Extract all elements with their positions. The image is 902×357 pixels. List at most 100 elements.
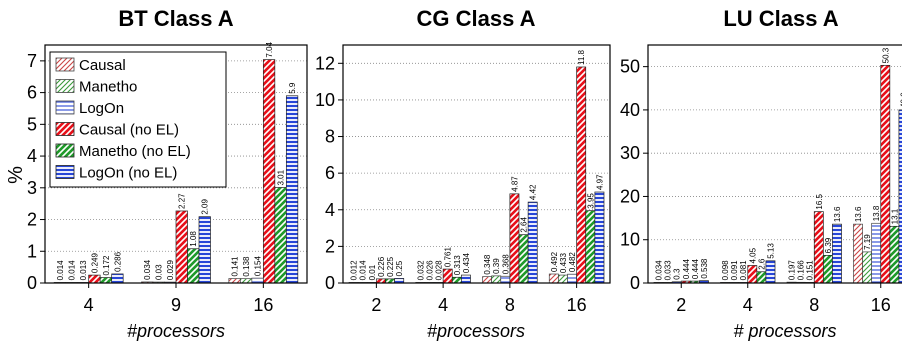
- x-tick-label: 4: [84, 295, 94, 315]
- data-label: 50.3: [881, 47, 890, 63]
- data-label: 2.64: [520, 217, 529, 233]
- y-tick-label: 2: [325, 236, 335, 256]
- y-tick-label: 50: [620, 57, 640, 77]
- data-label: 0.433: [559, 253, 568, 274]
- bar-logon-16: [251, 277, 264, 284]
- legend-label: LogOn: [79, 100, 124, 117]
- bar-logon-no-el--9: [198, 216, 211, 284]
- data-label: 1.08: [189, 231, 198, 247]
- x-axis-label: #processors: [427, 321, 525, 341]
- y-tick-label: 4: [27, 146, 37, 166]
- bar-manetho-no-el--4: [756, 271, 767, 284]
- bar-causal-no-el--16: [880, 64, 891, 284]
- bar-logon-no-el--4: [461, 274, 471, 284]
- x-tick-label: 8: [505, 295, 515, 315]
- bar-manetho-no-el--9: [187, 248, 200, 284]
- y-tick-label: 0: [325, 273, 335, 293]
- data-label: 0.029: [166, 260, 175, 281]
- data-label: 0.154: [254, 256, 263, 277]
- data-label: 0.028: [435, 260, 444, 281]
- bar-logon-no-el--4: [111, 273, 124, 284]
- bar-logon-no-el--16: [285, 95, 299, 284]
- x-tick-label: 16: [567, 295, 587, 315]
- data-label: 0.013: [79, 260, 88, 281]
- y-tick-label: 0: [630, 273, 640, 293]
- data-label: 0.444: [691, 259, 700, 280]
- bar-manetho-no-el--4: [451, 276, 462, 284]
- bar-logon-no-el--8: [527, 201, 538, 284]
- data-label: 0.098: [721, 260, 730, 281]
- data-label: 0.313: [453, 255, 462, 276]
- data-label: 0.034: [655, 260, 664, 281]
- plot-frame: [44, 44, 308, 284]
- bar-manetho-16: [558, 274, 568, 284]
- data-label: 0.286: [113, 251, 122, 272]
- bar-manetho-16: [862, 251, 873, 284]
- bar-logon-no-el--2: [394, 278, 405, 284]
- data-label: 0.226: [377, 256, 386, 277]
- data-label: 0.014: [56, 260, 65, 281]
- data-label: 3.95: [586, 193, 595, 209]
- chart-title: LU Class A: [723, 6, 838, 31]
- data-label: 7.19: [863, 234, 872, 250]
- bar-causal-no-el--16: [262, 59, 276, 284]
- data-label: 3.01: [277, 169, 286, 185]
- plot-frame: [342, 44, 611, 284]
- bar-causal-no-el--8: [509, 193, 520, 284]
- bar-logon-8: [500, 275, 511, 284]
- bar-causal-no-el--16: [576, 66, 587, 284]
- data-label: 0.081: [739, 260, 748, 281]
- bar-manetho-no-el--8: [518, 234, 529, 284]
- y-tick-label: 2: [27, 210, 37, 230]
- data-label: 6.39: [824, 237, 833, 253]
- legend-label: Manetho (no EL): [79, 143, 191, 160]
- data-label: 0.225: [386, 256, 395, 277]
- data-label: 0.032: [416, 260, 425, 281]
- data-label: 0.026: [425, 260, 434, 281]
- bar-causal-no-el--4: [747, 265, 758, 284]
- bar-manetho-8: [491, 275, 502, 284]
- y-tick-label: 7: [27, 51, 37, 71]
- data-label: 5.13: [766, 243, 775, 259]
- x-tick-label: 16: [871, 295, 891, 315]
- x-tick-label: 2: [371, 295, 381, 315]
- x-tick-label: 8: [809, 295, 819, 315]
- data-label: 0.138: [242, 256, 251, 277]
- data-label: 0.3: [673, 268, 682, 280]
- x-tick-label: 4: [743, 295, 753, 315]
- plot-frame: [647, 44, 902, 284]
- bar-manetho-no-el--16: [585, 210, 596, 284]
- data-label: 7.04: [265, 41, 274, 57]
- bar-manetho-no-el--4: [99, 277, 113, 284]
- bar-causal-8: [482, 276, 492, 284]
- legend-label: Causal: [79, 57, 126, 74]
- legend-swatch: [55, 57, 75, 72]
- y-tick-label: 6: [325, 163, 335, 183]
- legend-label: Causal (no EL): [79, 122, 179, 139]
- bar-causal-16: [853, 223, 863, 284]
- bar-manetho-16: [239, 278, 253, 284]
- data-label: 4.42: [529, 184, 538, 200]
- data-label: 11.8: [577, 49, 586, 65]
- legend-swatch: [55, 165, 75, 179]
- x-tick-label: 16: [253, 295, 273, 315]
- data-label: 0.348: [483, 254, 492, 275]
- data-label: 0.172: [102, 255, 111, 276]
- data-label: 0.03: [155, 264, 164, 280]
- data-label: 0.197: [788, 260, 797, 281]
- y-tick-label: 8: [325, 127, 335, 147]
- bar-causal-no-el--8: [813, 211, 824, 284]
- legend-swatch: [55, 143, 75, 158]
- data-label: 0.151: [806, 260, 815, 281]
- data-label: 0.166: [797, 260, 806, 281]
- bar-logon-no-el--8: [832, 223, 842, 284]
- bar-logon-no-el--4: [765, 260, 776, 284]
- data-label: 0.39: [492, 258, 501, 274]
- y-tick-label: 5: [27, 114, 37, 134]
- bar-causal-no-el--9: [175, 210, 188, 284]
- data-label: 13.1: [890, 208, 899, 224]
